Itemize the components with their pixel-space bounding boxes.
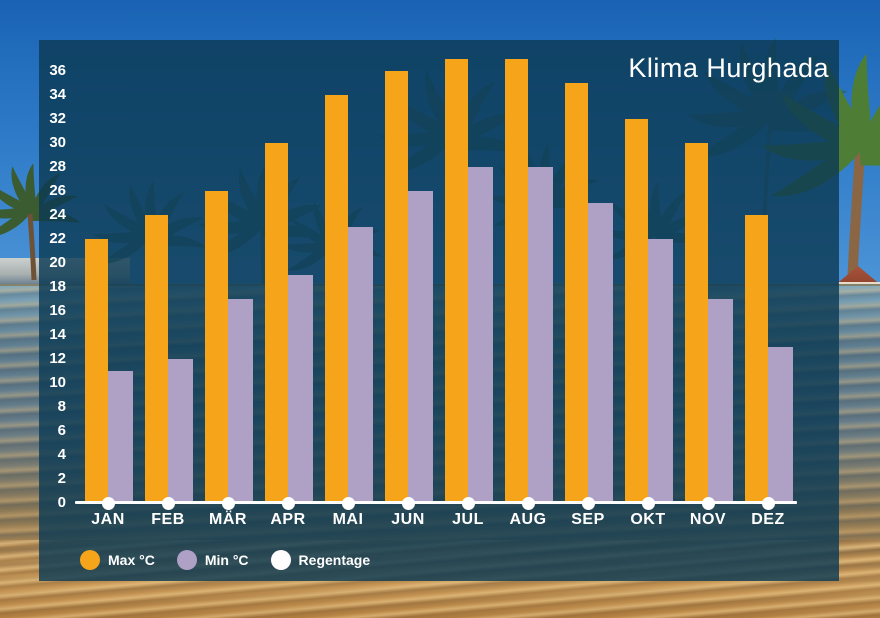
x-axis-labels: JAN FEB MÄR APR MAI JUN JUL AUG SEP OKT NOV DEZ xyxy=(39,511,839,531)
x-axis-month-label: JUL xyxy=(452,511,484,528)
y-axis-tick-label: 32 xyxy=(49,110,66,127)
max-temp-bar xyxy=(145,215,168,503)
y-axis-tick-label: 36 xyxy=(49,62,66,79)
y-axis-tick-label: 4 xyxy=(57,446,66,463)
x-axis-month-label: OKT xyxy=(630,511,666,528)
rain-days-legend-item: Regentage xyxy=(270,550,371,570)
max-temp-legend-label: Max °C xyxy=(108,552,155,568)
min-temp-bar xyxy=(528,167,553,503)
y-axis-tick-label: 6 xyxy=(57,422,66,439)
min-temp-bar xyxy=(228,299,253,503)
rain-days-legend-swatch xyxy=(270,550,291,570)
max-temp-bar xyxy=(685,143,708,503)
x-axis-month-label: DEZ xyxy=(751,511,785,528)
plot-area xyxy=(39,40,839,581)
rain-days-point xyxy=(101,496,115,510)
rain-days-point xyxy=(461,496,475,510)
max-temp-bar xyxy=(265,143,288,503)
chart-legend: Max °C Min °C Regentage xyxy=(80,550,392,570)
climate-chart-panel: Klima Hurghada 0 2 4 6 8 10 12 14 16 18 20 22 24 26 28… xyxy=(39,40,839,581)
rain-days-point xyxy=(281,496,295,510)
y-axis-tick-label: 34 xyxy=(49,86,66,103)
x-axis-month-label: APR xyxy=(270,511,306,528)
min-temp-bar xyxy=(168,359,193,503)
min-temp-bar xyxy=(348,227,373,503)
y-axis-tick-label: 2 xyxy=(57,470,66,487)
y-axis-tick-label: 28 xyxy=(49,158,66,175)
y-axis-tick-label: 30 xyxy=(49,134,66,151)
y-axis-tick-label: 14 xyxy=(49,326,66,343)
x-axis-month-label: MÄR xyxy=(209,511,247,528)
y-axis-tick-label: 16 xyxy=(49,302,66,319)
min-temp-legend-item: Min °C xyxy=(176,550,249,570)
y-axis-tick-label: 22 xyxy=(49,230,66,247)
max-temp-bar xyxy=(325,95,348,503)
max-temp-bar xyxy=(625,119,648,503)
min-temp-bar xyxy=(408,191,433,503)
rain-days-point xyxy=(581,496,595,510)
min-temp-bar xyxy=(288,275,313,503)
max-temp-legend-item: Max °C xyxy=(80,550,155,570)
x-axis-month-label: JAN xyxy=(91,511,125,528)
min-temp-bar xyxy=(588,203,613,503)
max-temp-bar xyxy=(445,59,468,503)
max-temp-legend-swatch xyxy=(80,550,100,570)
chart-title: Klima Hurghada xyxy=(628,53,829,83)
x-axis-month-label: NOV xyxy=(689,511,727,528)
y-axis-tick-label: 18 xyxy=(49,278,66,295)
rain-days-point xyxy=(161,496,175,510)
y-axis: 0 2 4 6 8 10 12 14 16 18 20 22 24 26 28 30 32 34 36 xyxy=(39,40,66,581)
x-axis-month-label: JUN xyxy=(391,511,425,528)
max-temp-bar xyxy=(565,83,588,503)
x-axis-month-label: FEB xyxy=(151,511,185,528)
min-temp-bar xyxy=(648,239,673,503)
rain-days-point xyxy=(341,496,355,510)
y-axis-tick-label: 0 xyxy=(57,494,66,511)
y-axis-tick-label: 20 xyxy=(49,254,66,271)
min-temp-bar xyxy=(768,347,793,503)
max-temp-bar xyxy=(385,71,408,503)
rain-days-point xyxy=(401,496,415,510)
x-axis-line xyxy=(75,501,797,504)
x-axis-month-label: SEP xyxy=(571,511,605,528)
min-temp-legend-swatch xyxy=(176,550,197,570)
max-temp-bar xyxy=(205,191,228,503)
rain-days-point xyxy=(761,496,775,510)
rain-days-point xyxy=(701,496,715,510)
min-temp-bar xyxy=(708,299,733,503)
y-axis-tick-label: 8 xyxy=(57,398,66,415)
y-axis-tick-label: 26 xyxy=(49,182,66,199)
min-temp-bar xyxy=(108,371,133,503)
min-temp-legend-label: Min °C xyxy=(204,552,249,568)
y-axis-tick-label: 10 xyxy=(49,374,66,391)
max-temp-bar xyxy=(85,239,108,503)
y-axis-tick-label: 12 xyxy=(49,350,66,367)
x-axis-month-label: AUG xyxy=(509,511,547,528)
max-temp-bar xyxy=(505,59,528,503)
rain-days-legend-label: Regentage xyxy=(298,552,371,568)
rain-days-point xyxy=(221,496,235,510)
min-temp-bar xyxy=(468,167,493,503)
rain-days-point xyxy=(641,496,655,510)
rain-days-point xyxy=(521,496,535,510)
x-axis-month-label: MAI xyxy=(332,511,364,528)
max-temp-bar xyxy=(745,215,768,503)
y-axis-tick-label: 24 xyxy=(49,206,66,223)
